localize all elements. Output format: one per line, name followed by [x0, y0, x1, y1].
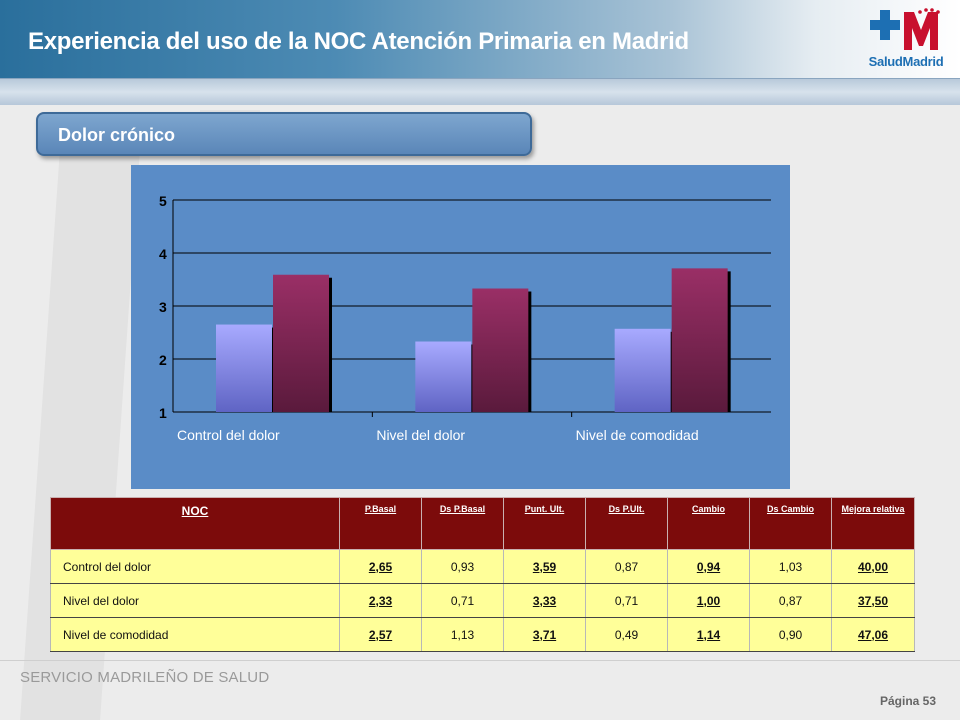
table-cell: 3,33: [503, 583, 586, 618]
table-cell: 0,87: [585, 549, 668, 584]
table-cell: 2,33: [339, 583, 422, 618]
table-cell: 1,03: [749, 549, 832, 584]
table-row: Nivel del dolor 2,33 0,71 3,33 0,71 1,00…: [50, 583, 915, 618]
x-tick-label: Nivel del dolor: [376, 427, 465, 443]
table-header-cell: Cambio: [667, 497, 750, 550]
table-cell: 1,00: [667, 583, 750, 618]
y-tick-label: 3: [159, 299, 167, 315]
footer-divider: [0, 660, 960, 661]
header-band: [0, 78, 960, 105]
table-cell: 40,00: [831, 549, 915, 584]
salud-madrid-logo: SaludMadrid: [860, 6, 952, 72]
x-tick-label: Control del dolor: [177, 427, 280, 443]
table-cell: Nivel de comodidad: [50, 617, 340, 652]
chart-canvas: 1 2 3 4 5 Control del dolor Nivel del dolor Niv…: [159, 193, 771, 443]
table-cell: 0,90: [749, 617, 832, 652]
table-cell: 3,59: [503, 549, 586, 584]
bar: [472, 288, 529, 412]
results-table: NOC P.Basal Ds P.Basal Punt. Ult. Ds P.U…: [50, 497, 915, 652]
table-cell: 0,71: [585, 583, 668, 618]
table-header-cell: NOC: [50, 497, 340, 550]
logo-text: SaludMadrid: [868, 54, 944, 69]
page-number: Página 53: [880, 694, 937, 708]
bar: [415, 341, 472, 412]
table-header-cell: Ds P.Basal: [421, 497, 504, 550]
section-header: Dolor crónico: [36, 112, 532, 156]
y-tick-label: 1: [159, 405, 167, 421]
bar: [216, 324, 272, 412]
table-cell: 1,14: [667, 617, 750, 652]
table-header-cell: Punt. Ult.: [503, 497, 586, 550]
bar: [614, 328, 671, 412]
table-cell: 0,94: [667, 549, 750, 584]
table-cell: 37,50: [831, 583, 915, 618]
slide-title: Experiencia del uso de la NOC Atención P…: [28, 28, 689, 55]
x-tick-label: Nivel de comodidad: [576, 427, 699, 443]
table-cell: 2,57: [339, 617, 422, 652]
table-header-row: NOC P.Basal Ds P.Basal Punt. Ult. Ds P.U…: [50, 497, 915, 550]
table-cell: 0,49: [585, 617, 668, 652]
slide-header: Experiencia del uso de la NOC Atención P…: [0, 0, 960, 80]
logo-icon: [870, 8, 940, 50]
bar: [273, 274, 329, 412]
table-cell: 0,71: [421, 583, 504, 618]
table-cell: 3,71: [503, 617, 586, 652]
table-row: Control del dolor 2,65 0,93 3,59 0,87 0,…: [50, 549, 915, 584]
y-tick-label: 2: [159, 352, 167, 368]
table-cell: 1,13: [421, 617, 504, 652]
table-cell: 47,06: [831, 617, 915, 652]
y-tick-label: 4: [159, 246, 167, 262]
table-cell: 0,87: [749, 583, 832, 618]
section-title: Dolor crónico: [58, 125, 176, 145]
y-tick-label: 5: [159, 193, 167, 209]
bar-chart: 1 2 3 4 5 Control del dolor Nivel del dolor Niv…: [131, 165, 790, 489]
table-cell: 0,93: [421, 549, 504, 584]
table-header-cell: Mejora relativa: [831, 497, 915, 550]
table-header-cell: P.Basal: [339, 497, 422, 550]
table-cell: Control del dolor: [50, 549, 340, 584]
table-cell: 2,65: [339, 549, 422, 584]
table-row: Nivel de comodidad 2,57 1,13 3,71 0,49 1…: [50, 617, 915, 652]
table-cell: Nivel del dolor: [50, 583, 340, 618]
bar: [671, 268, 728, 412]
table-header-cell: Ds P.Ult.: [585, 497, 668, 550]
table-header-cell: Ds Cambio: [749, 497, 832, 550]
footer-organization: SERVICIO MADRILEÑO DE SALUD: [20, 669, 270, 686]
